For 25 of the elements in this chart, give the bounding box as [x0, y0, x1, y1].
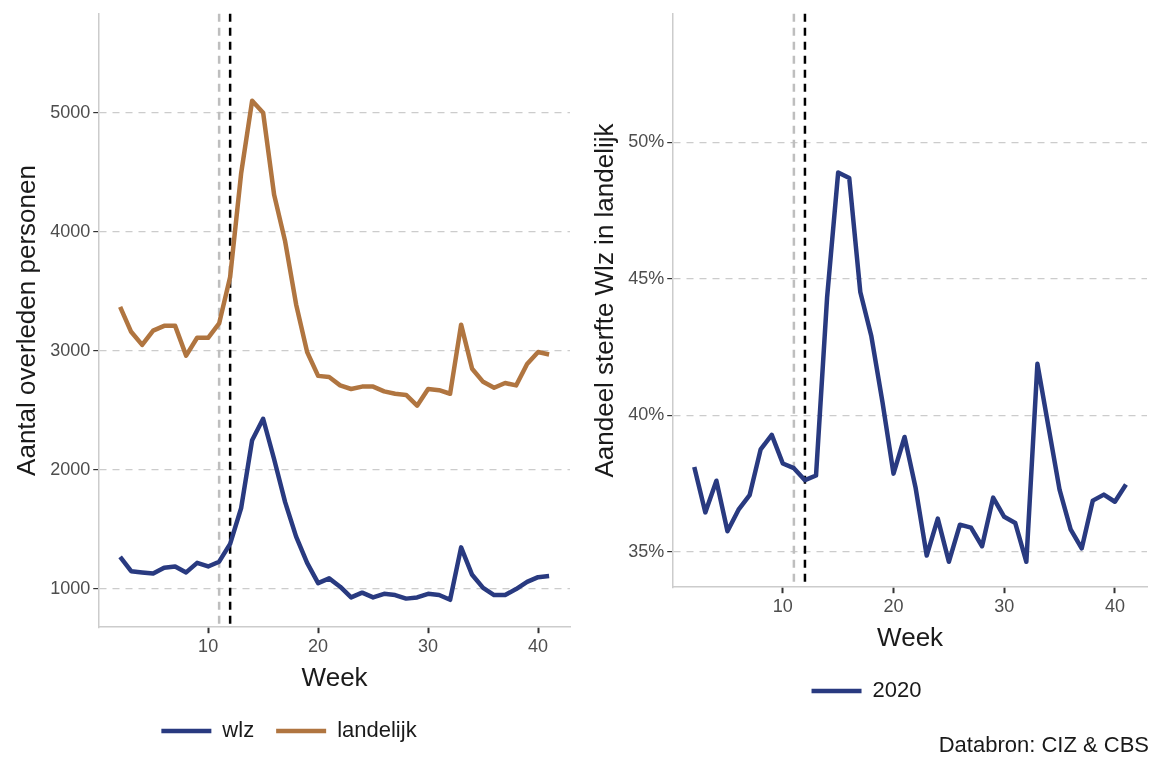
x-tick-label: 10 — [198, 635, 219, 656]
y-axis-title: Aandeel sterfte Wlz in landelijk — [588, 122, 619, 478]
y-tick-label: 40% — [628, 404, 665, 425]
x-tick-label: 40 — [528, 635, 549, 656]
x-axis-title: Week — [301, 661, 369, 692]
legend-label: 2020 — [872, 677, 922, 703]
x-axis-title: Week — [877, 621, 945, 652]
y-tick-label: 1000 — [50, 578, 91, 599]
x-tick-label: 40 — [1104, 595, 1125, 616]
y-tick-label: 5000 — [50, 101, 91, 122]
x-tick-label: 10 — [772, 595, 793, 616]
x-tick-label: 30 — [994, 595, 1015, 616]
y-tick-label: 45% — [628, 267, 665, 288]
y-tick-label: 3000 — [50, 339, 91, 360]
y-tick-label: 35% — [628, 540, 665, 561]
x-tick-label: 20 — [883, 595, 904, 616]
legend-label: landelijk — [337, 717, 418, 743]
x-tick-label: 30 — [418, 635, 439, 656]
y-tick-label: 4000 — [50, 220, 91, 241]
y-axis-title: Aantal overleden personen — [10, 165, 41, 476]
y-tick-label: 50% — [628, 131, 665, 152]
x-tick-label: 20 — [308, 635, 329, 656]
legend-label: wlz — [221, 717, 255, 743]
y-tick-label: 2000 — [50, 458, 91, 479]
text: Databron: CIZ & CBS — [938, 732, 1149, 758]
